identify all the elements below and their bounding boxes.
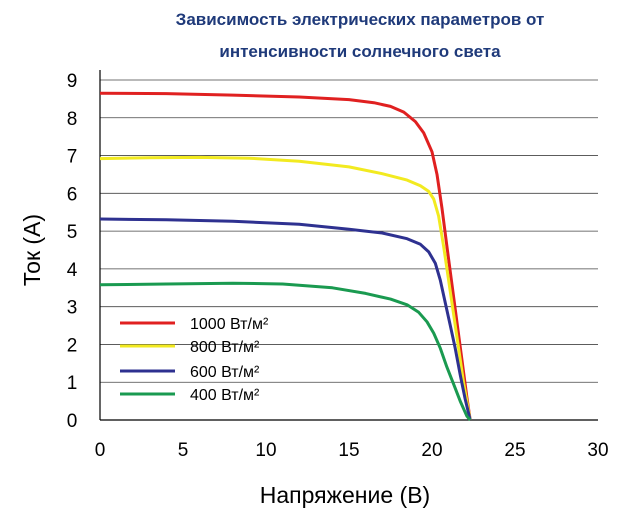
y-tick-label: 4 — [67, 260, 78, 281]
legend-label: 1000 Вт/м² — [190, 316, 269, 333]
y-tick-label: 5 — [67, 222, 78, 243]
x-tick-label: 20 — [421, 440, 442, 461]
x-tick-label: 25 — [504, 440, 525, 461]
y-tick-label: 6 — [67, 184, 78, 205]
y-tick-label: 8 — [67, 109, 78, 130]
legend-label: 800 Вт/м² — [190, 339, 260, 356]
x-axis-label: Напряжение (В) — [260, 482, 430, 508]
legend-label: 600 Вт/м² — [190, 364, 260, 381]
y-tick-label: 1 — [67, 373, 78, 394]
chart-title-line-2: интенсивности солнечного света — [219, 42, 501, 61]
y-tick-label: 9 — [67, 71, 78, 92]
y-tick-label: 2 — [67, 335, 78, 356]
y-axis-label: Ток (А) — [19, 214, 45, 286]
y-tick-label: 3 — [67, 298, 78, 319]
x-tick-label: 10 — [255, 440, 276, 461]
y-tick-label: 0 — [67, 411, 78, 432]
x-tick-label: 5 — [178, 440, 189, 461]
x-tick-label: 15 — [338, 440, 359, 461]
series-line-3 — [99, 281, 472, 421]
chart-title-line-1: Зависимость электрических параметров от — [175, 10, 545, 29]
series-line-2 — [99, 217, 472, 421]
y-tick-label: 7 — [67, 147, 78, 168]
x-tick-label: 0 — [95, 440, 106, 461]
series-line-0 — [99, 91, 472, 421]
legend-label: 400 Вт/м² — [190, 387, 260, 404]
series-line-1 — [99, 155, 472, 421]
x-tick-label: 30 — [587, 440, 608, 461]
